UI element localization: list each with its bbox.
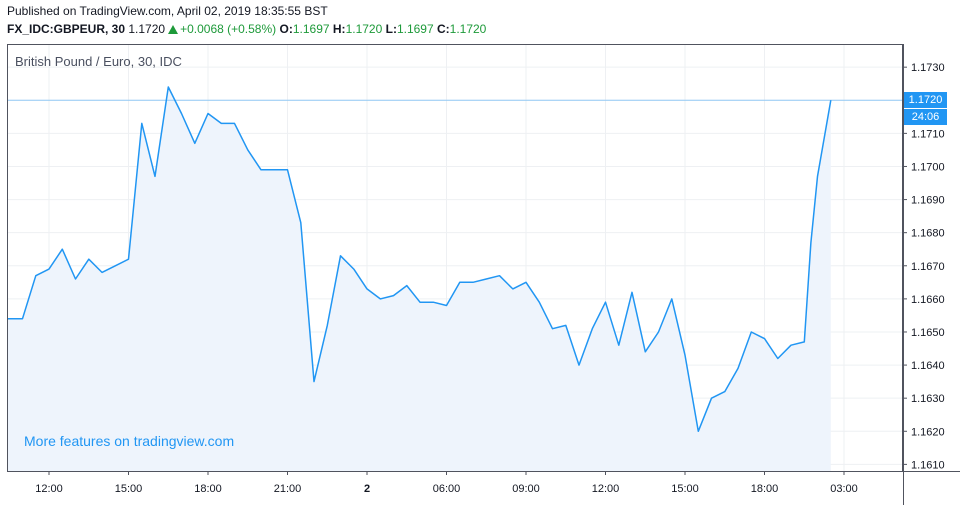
symbol-info-bar: FX_IDC:GBPEUR, 30 1.1720 +0.0068 (+0.58%)… — [7, 22, 486, 36]
price-area-fill — [8, 87, 831, 471]
y-tick-label: 1.1710 — [911, 128, 945, 140]
x-tick-label: 09:00 — [512, 483, 540, 495]
symbol-label: FX_IDC:GBPEUR, 30 — [7, 22, 126, 36]
x-tick-label: 06:00 — [433, 483, 461, 495]
pane-title: British Pound / Euro, 30, IDC — [15, 54, 182, 69]
y-tick-label: 1.1640 — [911, 360, 945, 372]
x-tick-label: 18:00 — [751, 483, 779, 495]
price-line — [8, 86, 832, 433]
open-label: O: — [279, 22, 293, 36]
y-tick-label: 1.1690 — [911, 195, 945, 207]
high-value: 1.1720 — [345, 22, 383, 36]
x-tick-label: 15:00 — [671, 483, 699, 495]
x-tick-label: 18:00 — [194, 483, 222, 495]
x-tick-label: 12:00 — [35, 483, 63, 495]
published-info: Published on TradingView.com, April 02, … — [7, 4, 328, 18]
x-tick-label: 03:00 — [830, 483, 858, 495]
x-tick-label: 21:00 — [274, 483, 302, 495]
y-tick-label: 1.1670 — [911, 261, 945, 273]
open-value: 1.1697 — [292, 22, 330, 36]
low-value: 1.1697 — [396, 22, 434, 36]
y-tick-label: 1.1650 — [911, 327, 945, 339]
price-change: +0.0068 (+0.58%) — [180, 22, 277, 36]
high-label: H: — [332, 22, 346, 36]
x-tick-label: 2 — [364, 483, 370, 495]
low-label: L: — [385, 22, 397, 36]
close-label: C: — [436, 22, 450, 36]
x-tick-label: 12:00 — [592, 483, 620, 495]
up-arrow-icon — [168, 25, 179, 34]
close-value: 1.1720 — [449, 22, 487, 36]
y-tick-label: 1.1680 — [911, 228, 945, 240]
y-tick-label: 1.1610 — [911, 459, 945, 471]
y-tick-label: 1.1620 — [911, 426, 945, 438]
promo-link[interactable]: More features on tradingview.com — [24, 433, 235, 449]
time-axis[interactable]: 12:00 15:00 18:00 21:00 2 06:00 09:00 12:00 15:0… — [35, 471, 858, 495]
last-price: 1.1720 — [128, 22, 166, 36]
x-tick-label: 15:00 — [115, 483, 143, 495]
y-tick-label: 1.1630 — [911, 393, 945, 405]
y-tick-label: 1.1660 — [911, 294, 945, 306]
bar-countdown-tag: 24:06 — [904, 109, 947, 126]
last-price-tag: 1.1720 — [904, 92, 947, 109]
y-tick-label: 1.1730 — [911, 62, 945, 74]
y-tick-label: 1.1700 — [911, 161, 945, 173]
